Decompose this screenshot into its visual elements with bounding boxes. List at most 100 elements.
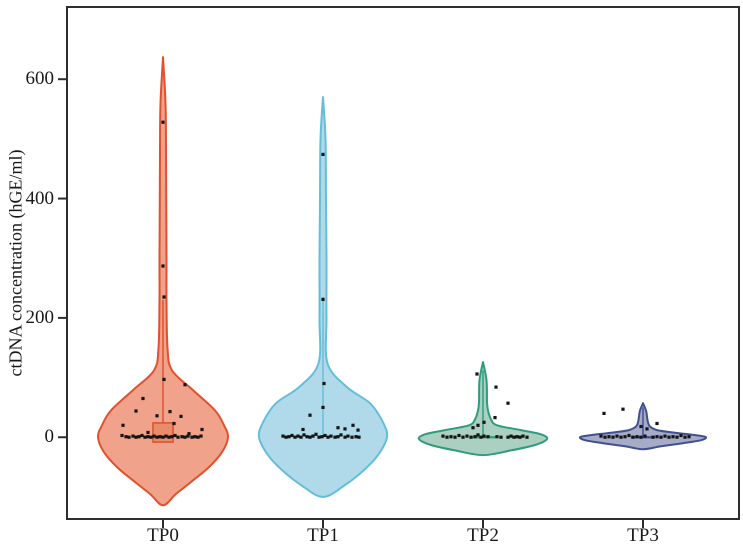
data-point (645, 427, 649, 431)
data-point (190, 435, 194, 439)
data-point (687, 435, 691, 439)
data-point (476, 433, 480, 437)
data-point (599, 434, 603, 438)
data-point (161, 120, 165, 124)
data-point (323, 433, 327, 438)
data-point (336, 426, 340, 430)
data-point (314, 432, 318, 436)
data-point (141, 396, 145, 401)
data-point (627, 433, 631, 438)
data-point (321, 297, 325, 301)
y-tick-label-200: 200 (25, 307, 55, 329)
data-point (639, 435, 643, 439)
data-point (329, 434, 333, 438)
data-point (607, 435, 611, 439)
data-point (611, 435, 615, 439)
data-point (287, 435, 291, 439)
data-point (183, 383, 187, 387)
plot-frame (58, 6, 740, 528)
data-point (356, 428, 360, 432)
violin-TP3 (578, 402, 708, 451)
data-point (518, 435, 522, 439)
data-point (302, 433, 306, 437)
data-point (659, 435, 663, 439)
x-tick-label-tp3: TP3 (627, 525, 659, 546)
data-point (635, 435, 639, 439)
y-axis-title: ctDNA concentration (hGE/ml) (5, 149, 26, 377)
data-point (167, 435, 171, 439)
data-point (351, 423, 355, 427)
data-point (131, 434, 135, 438)
scatter-points-TP0 (120, 120, 204, 439)
data-point (186, 434, 190, 438)
data-point (449, 435, 453, 439)
data-point (346, 434, 350, 438)
data-point (170, 435, 174, 439)
data-point (494, 385, 498, 389)
data-point (354, 435, 358, 439)
violin-body-TP0 (96, 56, 230, 507)
data-point (343, 435, 347, 439)
data-point (146, 435, 150, 439)
y-tick-label-400: 400 (25, 188, 55, 210)
data-point (457, 433, 461, 438)
data-point (473, 435, 477, 439)
data-point (155, 414, 159, 418)
data-point (671, 435, 675, 439)
data-point (357, 435, 361, 439)
data-point (140, 433, 144, 438)
data-point (284, 435, 288, 439)
scatter-points-TP3 (599, 407, 691, 439)
data-point (152, 434, 156, 438)
data-point (308, 435, 312, 439)
data-point (465, 434, 469, 438)
data-point (180, 435, 184, 439)
data-point (127, 435, 131, 439)
violin-TP1 (257, 96, 389, 498)
data-point (509, 434, 513, 438)
data-point (134, 409, 138, 413)
data-point (162, 295, 166, 299)
violin-TP2 (417, 361, 549, 457)
data-point (296, 434, 300, 438)
data-point (667, 435, 671, 439)
data-point (499, 435, 503, 439)
x-tick-label-tp0: TP0 (147, 525, 179, 546)
data-point (172, 421, 176, 426)
data-point (290, 433, 294, 438)
data-point (146, 430, 150, 435)
x-tick-label-tp2: TP2 (467, 525, 499, 546)
data-point (336, 435, 340, 439)
data-point (471, 426, 475, 430)
data-point (322, 381, 326, 386)
data-point (301, 427, 305, 432)
data-point (124, 435, 128, 439)
data-point (320, 435, 324, 439)
data-point (493, 416, 497, 420)
data-point (333, 435, 337, 439)
data-point (161, 435, 165, 439)
data-point (179, 414, 183, 418)
violin-box-TP0 (152, 422, 174, 443)
data-point (619, 435, 623, 439)
data-point (162, 377, 166, 381)
data-point (482, 434, 486, 438)
data-point (643, 434, 647, 438)
data-point (168, 410, 172, 414)
data-point (199, 434, 203, 438)
data-point (311, 434, 315, 438)
data-point (512, 435, 516, 439)
data-point (679, 433, 683, 438)
data-point (445, 435, 449, 439)
data-point (343, 427, 347, 431)
data-point (134, 435, 138, 439)
data-point (675, 435, 679, 439)
data-point (615, 434, 619, 438)
data-point (479, 435, 483, 439)
data-point (683, 435, 687, 439)
data-point (308, 413, 312, 417)
data-point (651, 435, 655, 439)
data-point (161, 264, 165, 268)
data-point (193, 435, 197, 439)
data-point (453, 435, 457, 439)
